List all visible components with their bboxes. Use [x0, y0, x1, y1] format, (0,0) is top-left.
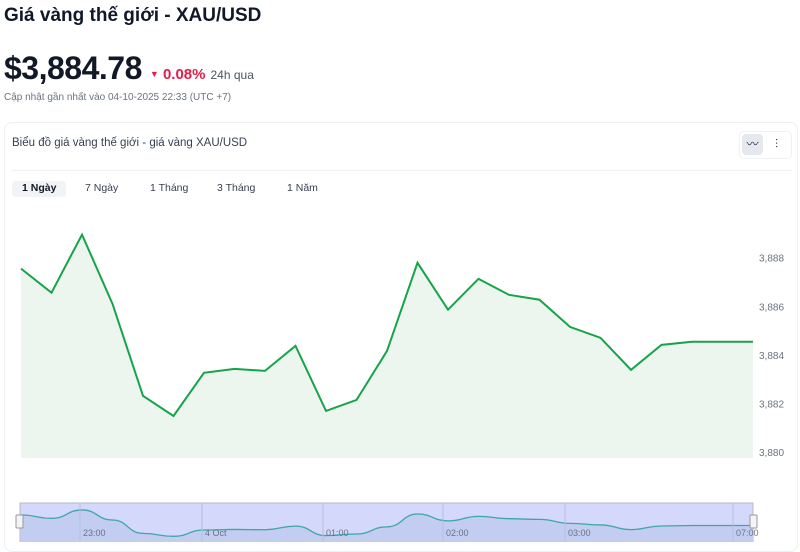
candlestick-icon[interactable]: ⫶	[774, 137, 778, 151]
price-area	[21, 234, 753, 458]
navigator-left-handle[interactable]	[15, 514, 24, 529]
y-tick-label: 3,884	[759, 351, 784, 362]
navigator-area	[21, 509, 753, 542]
page-title: Giá vàng thế giới - XAU/USD	[4, 5, 262, 26]
tab-1-year[interactable]: 1 Năm	[287, 182, 318, 194]
navigator-line	[20, 509, 753, 537]
y-tick-label: 3,882	[759, 399, 784, 410]
tab-7-days[interactable]: 7 Ngày	[85, 182, 119, 194]
navigator-tick-label: 01:00	[326, 528, 349, 538]
last-updated: Cập nhật gần nhất vào 04-10-2025 22:33 (…	[4, 92, 232, 103]
y-tick-label: 3,886	[759, 302, 784, 313]
chart-title: Biểu đồ giá vàng thế giới - giá vàng XAU…	[12, 137, 248, 149]
y-tick-label: 3,888	[759, 254, 784, 265]
price-row: $3,884.78 ▼ 0.08% 24h qua	[4, 50, 254, 87]
tab-1-day[interactable]: 1 Ngày	[12, 181, 67, 197]
divider	[12, 170, 792, 171]
navigator-right-handle[interactable]	[749, 514, 758, 529]
navigator-tick-label: 02:00	[446, 528, 469, 538]
price-change: ▼ 0.08%	[150, 66, 206, 83]
line-chart-icon[interactable]: 〰	[742, 134, 763, 155]
chart-type-toggle	[739, 131, 792, 159]
price-line	[20, 232, 753, 418]
tab-1-month[interactable]: 1 Tháng	[150, 182, 189, 194]
change-percent: 0.08%	[162, 66, 206, 83]
navigator-tick-label: 4 Oct	[205, 528, 227, 538]
caret-down-icon: ▼	[149, 69, 159, 79]
current-price: $3,884.78	[4, 50, 142, 86]
tab-3-months[interactable]: 3 Tháng	[217, 182, 256, 194]
navigator-tick-label: 03:00	[568, 528, 591, 538]
change-period-label: 24h qua	[210, 68, 254, 82]
navigator-tick-label: 07:00	[736, 528, 759, 538]
y-tick-label: 3,880	[759, 448, 784, 459]
navigator-tick-label: 23:00	[83, 528, 106, 538]
